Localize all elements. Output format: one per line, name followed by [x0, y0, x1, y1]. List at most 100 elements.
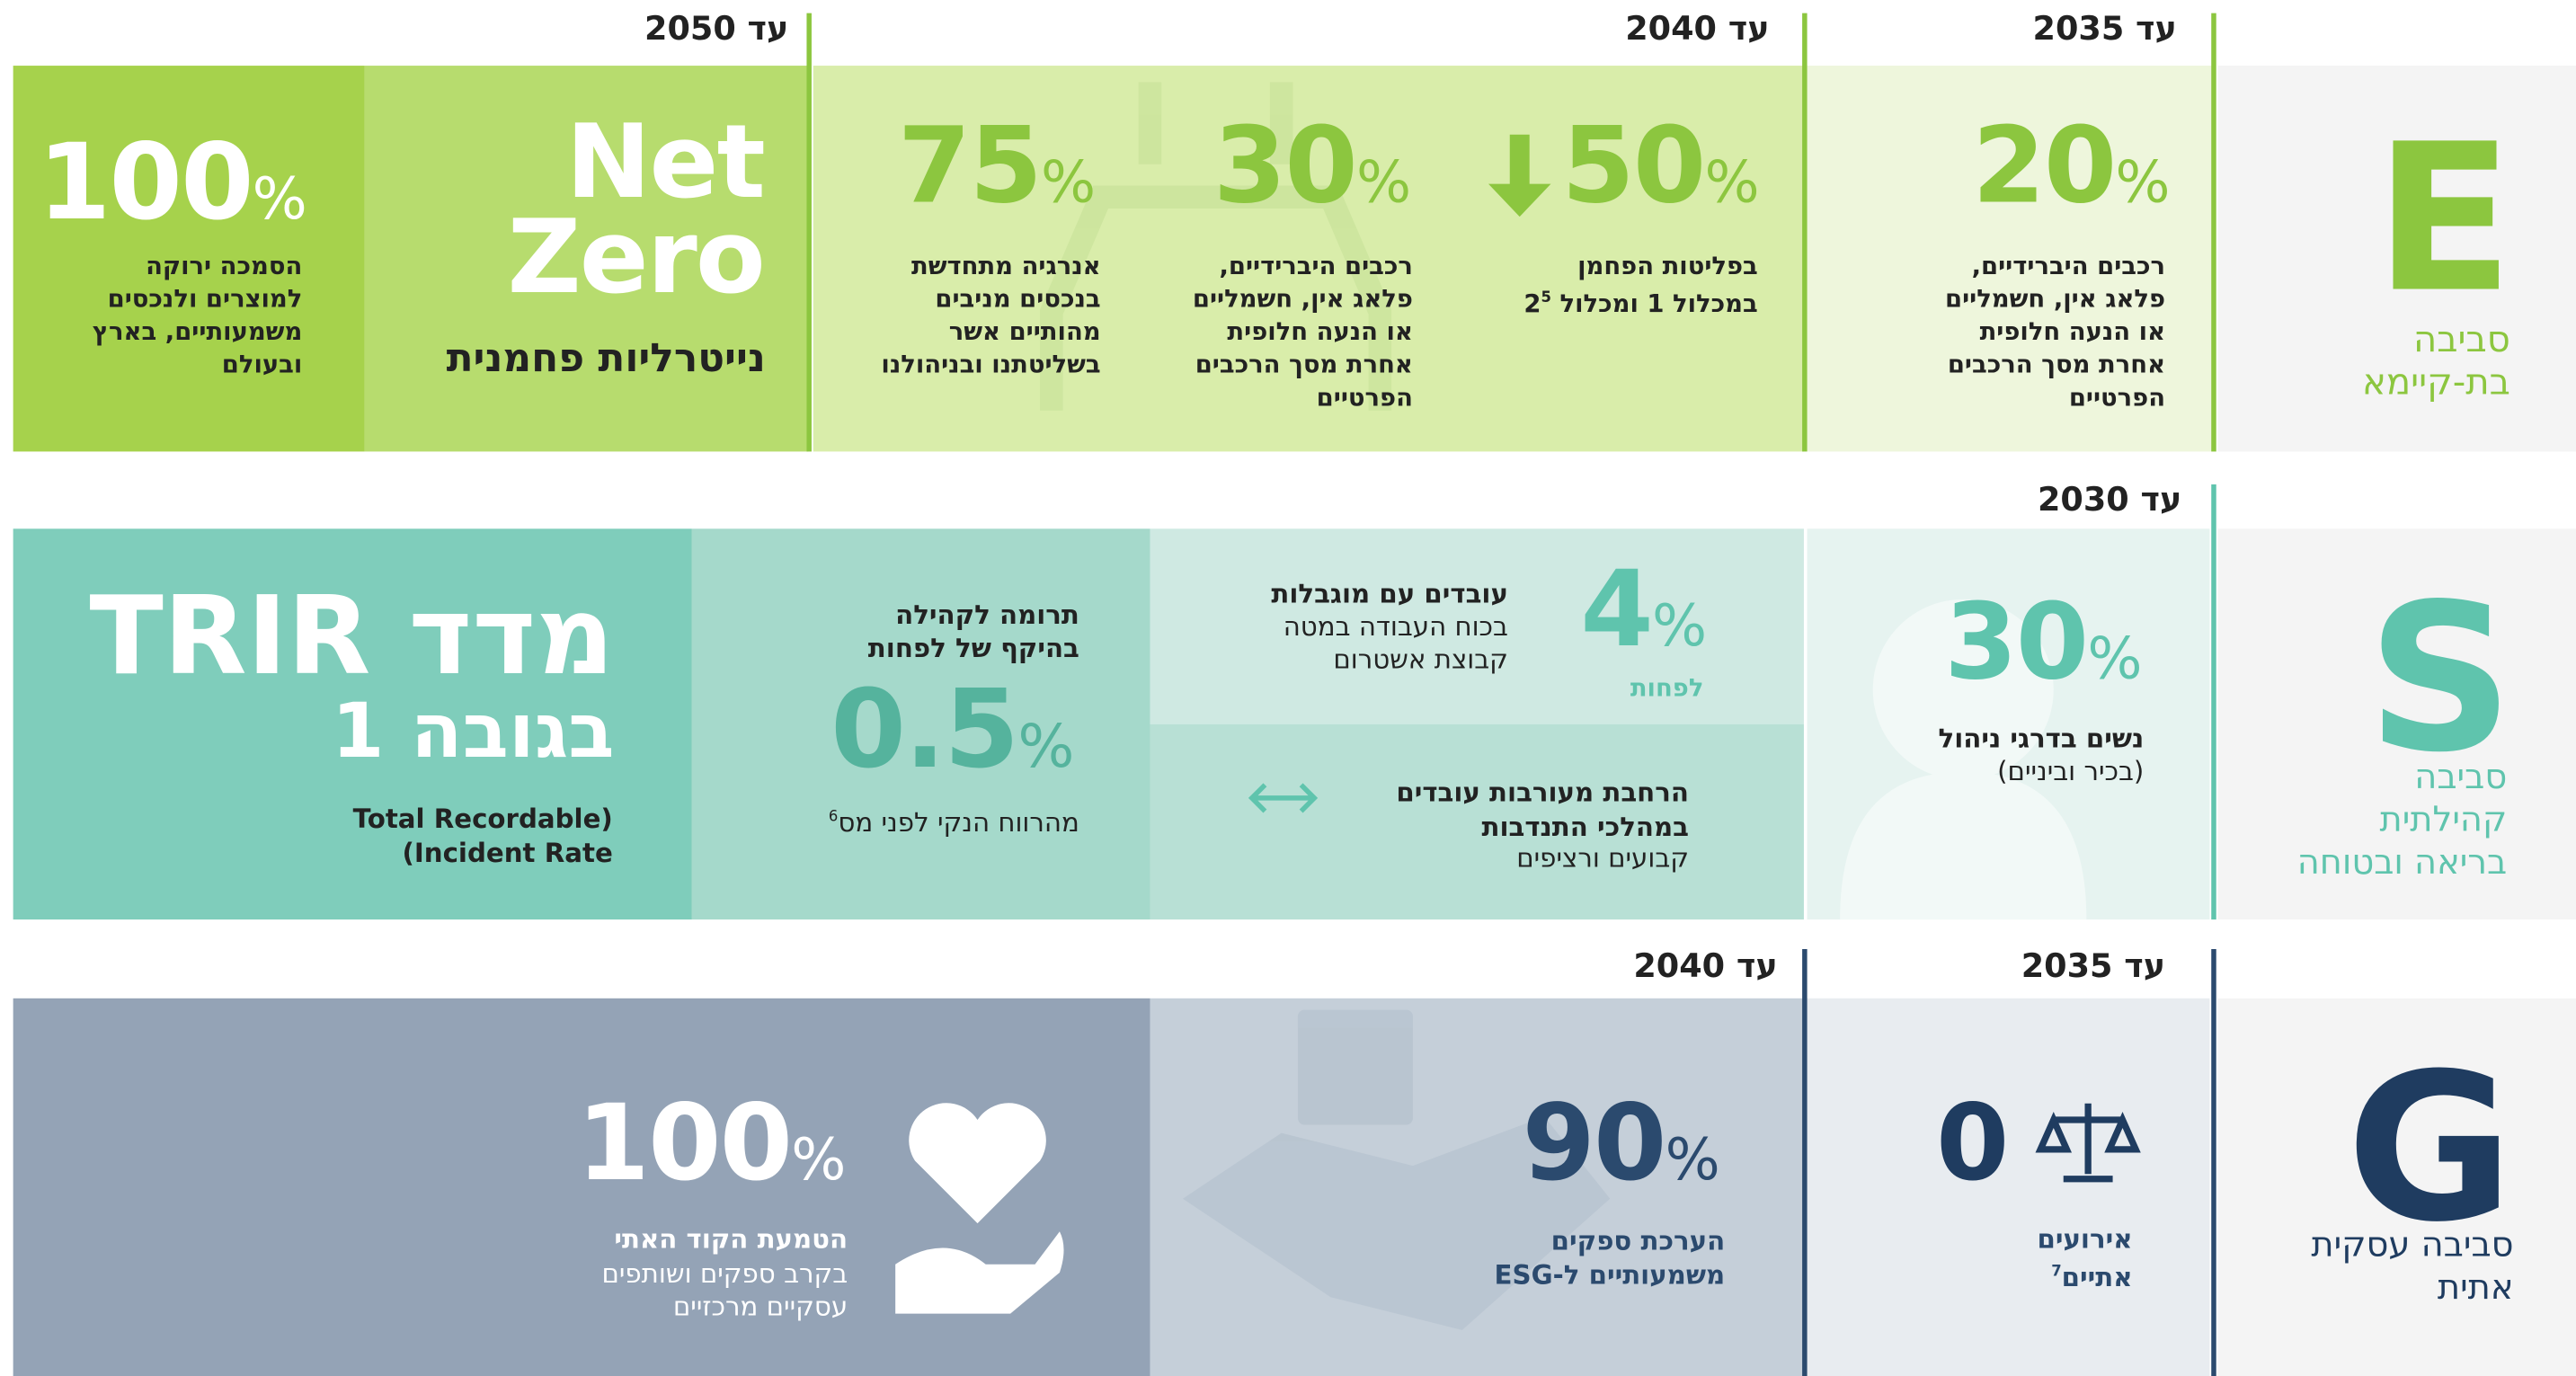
cell-text: רכבים היברידיים,	[1971, 251, 2166, 281]
cell-title: תרומה לקהילה	[895, 599, 1079, 631]
timeline-divider	[2210, 13, 2216, 452]
big-number: 0.5%	[831, 676, 1076, 786]
cell-text: הפרטיים	[1316, 382, 1413, 413]
big-number: בגובה 1	[332, 686, 615, 776]
year-label: עד 2030	[2037, 479, 2182, 519]
unit: %	[1017, 711, 1074, 782]
cell-title: בהיקף של לפחות	[867, 632, 1079, 664]
unit: %	[791, 1126, 846, 1194]
value: 100	[576, 1083, 794, 1205]
pillar-letter: G	[2346, 1031, 2514, 1268]
value: 20	[1972, 106, 2117, 228]
year-label: עד 2050	[644, 8, 789, 48]
timeline-divider	[805, 13, 812, 452]
handshake-watermark	[1183, 1009, 1611, 1330]
woman-watermark	[1840, 599, 2087, 920]
cell-text: (בכיר וביניים)	[1997, 755, 2145, 787]
cell	[1807, 998, 2210, 1376]
cell-text: רכבים היברידיים,	[1219, 251, 1413, 281]
value: 100	[37, 123, 254, 245]
value: 75	[897, 106, 1043, 228]
value: 0.5	[831, 666, 1019, 794]
cell-title: אתיים7	[2051, 1261, 2133, 1293]
year-label: עד 2035	[2032, 8, 2177, 48]
value: 30	[1944, 582, 2089, 705]
big-number: 75%	[898, 115, 1097, 220]
unit: %	[252, 165, 307, 234]
down-arrow	[1488, 134, 1551, 217]
cell-title: נשים בדרגי ניהול	[1938, 722, 2145, 754]
cell-text: אחרת מסך הרכבים	[1947, 350, 2166, 380]
cell-title: במהלכי התנדבות	[1481, 811, 1689, 843]
cell-title: הערכת ספקים	[1550, 1224, 1726, 1256]
footnote-ref: 6	[828, 809, 839, 826]
cell-text: בנכסים מניבים	[935, 284, 1101, 314]
car-watermark	[1040, 82, 1392, 411]
timeline-divider	[1801, 948, 1807, 1376]
pillar-label: סביבה	[2414, 757, 2508, 797]
cell-text: משמעותיים, בארץ	[92, 316, 303, 347]
cell-text: קבועים ורציפים	[1516, 842, 1689, 874]
pillar-label: קהילתית	[2379, 799, 2508, 839]
cell-text: או הנעה חלופית	[1227, 316, 1413, 347]
unit: %	[1355, 149, 1411, 217]
cell-text: בשליטתנו ובניהולנו	[881, 350, 1101, 380]
cell-text: הסמכה ירוקה	[146, 251, 303, 281]
letter-column	[2217, 66, 2576, 452]
cell-text: עסקיים מרכזיים	[672, 1290, 848, 1322]
timeline-divider	[1801, 13, 1807, 452]
cell-text: קבוצת אשטרום	[1333, 644, 1508, 675]
cell-text: ובעולם	[221, 350, 303, 380]
big-number: 4%	[1580, 558, 1709, 663]
pillar-label: אתית	[2437, 1267, 2514, 1308]
timeline-divider	[2210, 948, 2216, 1376]
cell	[13, 66, 365, 452]
cell-title: הרחבת מעורבות עובדים	[1396, 777, 1689, 808]
unit: %	[2115, 149, 2170, 217]
cell-text: הפרטיים	[2068, 382, 2166, 413]
unit: %	[1041, 149, 1096, 217]
unit: %	[1704, 149, 1759, 217]
cell-text: נייטרליות פחמנית	[446, 334, 766, 381]
cell	[1150, 528, 1804, 724]
big-number: 20%	[1972, 115, 2172, 220]
big-number: Zero	[507, 197, 765, 317]
footnote-ref: 7	[2051, 1264, 2062, 1282]
value: 50	[1561, 106, 1706, 228]
value: 4	[1580, 550, 1653, 672]
cell-text: בפליטות הפחמן	[1577, 251, 1758, 281]
cell-text: מהותיים אשר	[948, 316, 1101, 347]
big-number: Net	[565, 102, 766, 222]
letter-column	[2217, 998, 2576, 1376]
big-number: 0	[1936, 1092, 2009, 1197]
letter-column	[2217, 528, 2576, 920]
year-label: עד 2035	[2021, 945, 2166, 986]
heart-hand-icon	[895, 1103, 1064, 1314]
two-way-arrow	[1248, 783, 1319, 813]
cell-title: עובדים עם מוגבלות	[1271, 578, 1508, 609]
big-number: מדד TRIR	[89, 573, 615, 700]
cell-text: אנרגיה מתחדשת	[910, 251, 1101, 281]
cell-text: Total Recordable)	[352, 803, 613, 835]
pillar-letter: E	[2374, 102, 2514, 339]
cell-text: בקרב ספקים ושותפים	[601, 1257, 848, 1290]
big-number: 30%	[1944, 591, 2144, 697]
pillar-label: סביבה עסקית	[2311, 1224, 2514, 1265]
unit: %	[1665, 1126, 1720, 1194]
pillar-label: בת-קיימא	[2361, 362, 2510, 404]
cell-sub: לפחות	[1630, 673, 1704, 703]
cell-text: מהרווח הנקי לפני מס6	[828, 806, 1079, 839]
cell-title: משמעותיים ל-ESG	[1494, 1259, 1726, 1291]
big-number: 100%	[38, 131, 309, 236]
unit: %	[2087, 626, 2142, 693]
big-number: 90%	[1522, 1092, 1721, 1197]
year-label: עד 2040	[1633, 945, 1778, 986]
pillar-label: בריאה ובטוחה	[2296, 842, 2508, 883]
cell-title: אירועים	[2037, 1223, 2133, 1255]
cell	[813, 66, 1804, 452]
unit: %	[1651, 592, 1707, 661]
cell	[364, 66, 809, 452]
pillar-label: סביבה	[2413, 320, 2510, 361]
